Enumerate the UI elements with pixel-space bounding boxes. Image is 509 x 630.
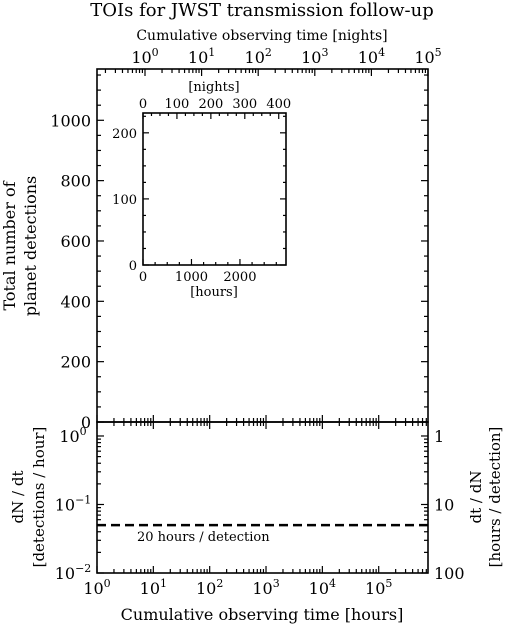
top-tick-label: 100 [131, 46, 158, 67]
top-tick-label: 104 [358, 46, 385, 67]
inset-x-tick-label: 0 [139, 270, 147, 285]
rate-plot-frame [96, 421, 429, 574]
inset-x-tick-label: 1000 [175, 270, 208, 285]
top-tick-label-base: 10 [188, 48, 208, 67]
main-y-tick-label: 600 [60, 232, 91, 251]
top-tick-label-base: 10 [301, 48, 321, 67]
top-tick-label-exponent: 2 [265, 46, 272, 59]
rate-y-tick-label-exponent: −2 [75, 562, 91, 575]
top-tick-label: 102 [245, 46, 272, 67]
rate-x-tick-label-exponent: 4 [329, 577, 336, 590]
rate-x-tick-label-exponent: 1 [160, 577, 167, 590]
top-tick-label-exponent: 4 [378, 46, 385, 59]
main-y-tick-label: 1000 [50, 111, 91, 130]
rate-y-tick-label-base: 10 [55, 495, 75, 514]
rate-y-tick-label-exponent: 0 [80, 425, 87, 438]
rate-x-tick-label-base: 10 [309, 579, 329, 598]
top-tick-label-exponent: 3 [321, 46, 328, 59]
chart-title: TOIs for JWST transmission follow-up [90, 0, 434, 21]
main-y-label-line2: planet detections [21, 176, 40, 316]
rate-x-tick-label: 103 [252, 577, 279, 598]
rate-y-tick-label-base: 10 [59, 427, 79, 446]
rate-y-tick-label: 100 [59, 425, 86, 446]
top-tick-label: 101 [188, 46, 215, 67]
inset-y-tick-label: 200 [112, 127, 137, 142]
inset-x-tick-label: 2000 [223, 270, 256, 285]
inset-plot-frame [142, 112, 287, 266]
inset-x-label: [hours] [190, 285, 238, 300]
inset-y-tick-label: 0 [129, 259, 137, 274]
right-y-tick-label: 10 [434, 495, 454, 514]
rate-y-label-line1: dN / dt [9, 471, 27, 524]
inset-top-tick-label: 0 [139, 97, 147, 112]
right-y-tick-label: 100 [434, 564, 465, 583]
right-y-label-line2: [hours / detection] [486, 427, 504, 568]
rate-y-tick-label-base: 10 [55, 564, 75, 583]
main-x-minor-ticks [96, 415, 427, 422]
rate-x-tick-label: 100 [83, 577, 110, 598]
inset-top-tick-label: 100 [165, 97, 190, 112]
top-tick-label-base: 10 [245, 48, 265, 67]
rate-y-label-line2: [detections / hour] [30, 427, 48, 568]
top-tick-label-exponent: 5 [435, 46, 442, 59]
top-tick-label-base: 10 [131, 48, 151, 67]
top-axis-ticks: 100 101 102 103 104 105 [104, 46, 442, 76]
rate-x-label: Cumulative observing time [hours] [121, 605, 404, 624]
inset-top-tick-label: 400 [266, 97, 291, 112]
rate-x-tick-label: 104 [309, 577, 336, 598]
rate-x-tick-label-base: 10 [365, 579, 385, 598]
inset-top-tick-label: 300 [232, 97, 257, 112]
main-plot-frame [96, 68, 429, 423]
rate-x-tick-label: 102 [196, 577, 223, 598]
rate-y-tick-label: 10−1 [55, 493, 92, 514]
main-y-label-line1: Total number of [0, 180, 19, 310]
right-y-tick-label: 1 [434, 427, 444, 446]
rate-x-tick-label: 101 [140, 577, 167, 598]
top-tick-label-base: 10 [358, 48, 378, 67]
rate-x-tick-label-exponent: 5 [385, 577, 392, 590]
top-tick-label: 105 [414, 46, 441, 67]
inset-y-tick-label: 100 [112, 193, 137, 208]
inset-top-tick-label: 200 [198, 97, 223, 112]
rate-x-tick-label-base: 10 [196, 579, 216, 598]
main-y-tick-label: 0 [81, 413, 91, 432]
rate-x-tick-label-exponent: 3 [273, 577, 280, 590]
reference-line-annotation: 20 hours / detection [137, 530, 270, 545]
top-tick-label: 103 [301, 46, 328, 67]
top-axis-label: Cumulative observing time [nights] [136, 28, 387, 44]
top-tick-label-exponent: 1 [208, 46, 215, 59]
main-y-tick-label: 200 [60, 353, 91, 372]
rate-x-tick-label-base: 10 [140, 579, 160, 598]
top-tick-label-base: 10 [414, 48, 434, 67]
rate-x-tick-label-base: 10 [83, 579, 103, 598]
rate-x-tick-label-base: 10 [252, 579, 272, 598]
inset-top-label: [nights] [188, 80, 239, 95]
rate-x-tick-label-exponent: 0 [104, 577, 111, 590]
main-y-tick-label: 400 [60, 292, 91, 311]
right-y-label-line1: dt / dN [467, 471, 485, 524]
rate-x-tick-label: 105 [365, 577, 392, 598]
rate-y-tick-label: 10−2 [55, 562, 92, 583]
main-y-tick-label: 800 [60, 172, 91, 191]
rate-x-tick-label-exponent: 2 [216, 577, 223, 590]
rate-y-tick-label-exponent: −1 [75, 493, 91, 506]
top-tick-label-exponent: 0 [152, 46, 159, 59]
